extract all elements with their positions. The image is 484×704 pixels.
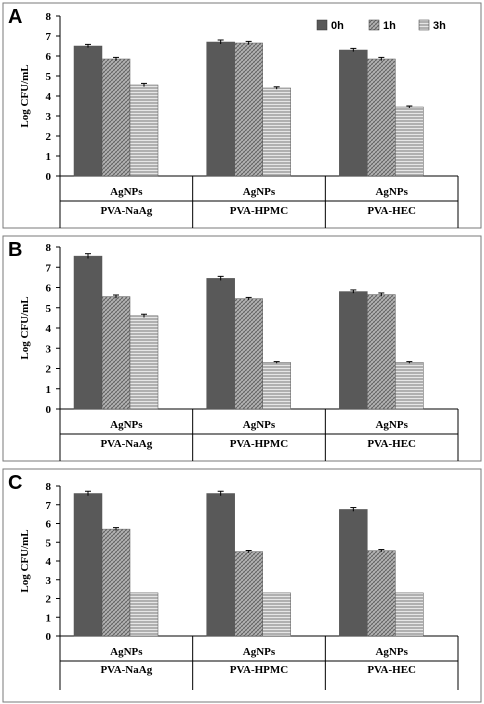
y-tick-label: 2 [46, 594, 52, 606]
bar-3h-2 [262, 592, 291, 637]
y-tick-label: 5 [46, 303, 52, 315]
bar-1h-1 [101, 296, 131, 410]
group-label: PVA-NaAg [100, 205, 152, 217]
legend-label-0h: 0h [331, 20, 344, 32]
bar-0h-2 [206, 493, 235, 637]
panel-label: A [8, 6, 22, 28]
bar-0h-2 [206, 278, 235, 410]
bar-0h-1 [73, 255, 103, 410]
bar-1h-1 [101, 528, 131, 637]
y-tick-label: 1 [46, 384, 52, 396]
group-label: PVA-HPMC [230, 438, 289, 450]
legend-label-1h: 1h [383, 20, 396, 32]
y-axis-label: Log CFU/mL [19, 296, 31, 359]
bar-1h-2 [234, 298, 263, 410]
y-tick-label: 0 [46, 404, 52, 416]
panel-label: C [8, 472, 22, 494]
bar-3h-3 [395, 106, 424, 177]
y-tick-label: 4 [46, 323, 52, 335]
category-label: AgNPs [110, 186, 143, 198]
legend-swatch-1h [368, 19, 380, 31]
legend-swatch-3h [418, 19, 430, 31]
y-tick-label: 7 [46, 500, 52, 512]
category-label: AgNPs [243, 419, 276, 431]
category-label: AgNPs [110, 646, 143, 658]
bar-3h-1 [129, 84, 159, 177]
category-label: AgNPs [110, 419, 143, 431]
group-label: PVA-HEC [367, 438, 416, 450]
y-tick-label: 0 [46, 631, 52, 643]
category-label: AgNPs [375, 186, 408, 198]
bar-1h-3 [367, 550, 396, 637]
bar-0h-1 [73, 493, 103, 637]
group-label: PVA-HPMC [230, 205, 289, 217]
bar-1h-2 [234, 551, 263, 637]
category-label: AgNPs [375, 419, 408, 431]
bar-1h-2 [234, 42, 263, 177]
bar-3h-1 [129, 315, 159, 410]
bar-3h-2 [262, 362, 291, 410]
y-tick-label: 3 [46, 575, 52, 587]
y-tick-label: 2 [46, 364, 52, 376]
bar-3h-1 [129, 592, 159, 637]
group-label: PVA-HPMC [230, 664, 289, 676]
bar-0h-3 [339, 49, 368, 177]
bar-0h-1 [73, 45, 103, 177]
group-label: PVA-HEC [367, 205, 416, 217]
group-label: PVA-NaAg [100, 664, 152, 676]
y-axis-label: Log CFU/mL [19, 529, 31, 592]
y-tick-label: 4 [46, 556, 52, 568]
y-tick-label: 7 [46, 262, 52, 274]
y-tick-label: 8 [46, 481, 52, 493]
y-tick-label: 7 [46, 31, 52, 43]
bar-3h-2 [262, 87, 291, 177]
bar-0h-2 [206, 41, 235, 177]
bar-1h-1 [101, 58, 131, 177]
legend-swatch-0h [316, 19, 328, 31]
legend-label-3h: 3h [433, 20, 446, 32]
legend: 0h 1h 3h [316, 19, 446, 32]
y-tick-label: 6 [46, 519, 52, 531]
bar-0h-3 [339, 291, 368, 410]
bar-3h-3 [395, 592, 424, 637]
panel-label: B [8, 239, 22, 261]
y-tick-label: 0 [46, 171, 52, 183]
bar-3h-3 [395, 362, 424, 410]
category-label: AgNPs [243, 646, 276, 658]
group-label: PVA-HEC [367, 664, 416, 676]
y-tick-label: 1 [46, 612, 52, 624]
bar-1h-3 [367, 58, 396, 177]
y-tick-label: 4 [46, 91, 52, 103]
y-tick-label: 1 [46, 151, 52, 163]
y-tick-label: 8 [46, 242, 52, 254]
y-tick-label: 5 [46, 71, 52, 83]
y-tick-label: 2 [46, 131, 52, 143]
bar-1h-3 [367, 294, 396, 410]
chart-panel-b: B 0 1 2 3 4 5 6 7 8 Log CFU/mL AgNPs PVA-NaAg AgNPs PV… [2, 235, 482, 462]
y-tick-label: 5 [46, 537, 52, 549]
chart-panel-a: A 0 1 2 3 4 5 6 7 8 Log CFU/mL AgNPs PVA-NaAg AgNPs PV… [2, 2, 482, 229]
y-tick-label: 6 [46, 51, 52, 63]
bar-0h-3 [339, 509, 368, 637]
y-axis-label: Log CFU/mL [19, 64, 31, 127]
group-label: PVA-NaAg [100, 438, 152, 450]
category-label: AgNPs [243, 186, 276, 198]
y-tick-label: 3 [46, 343, 52, 355]
chart-panel-c: C 0 1 2 3 4 5 6 7 8 Log CFU/mL AgNPs PVA-NaAg AgNPs PV… [2, 468, 482, 703]
y-tick-label: 8 [46, 11, 52, 23]
category-label: AgNPs [375, 646, 408, 658]
y-tick-label: 6 [46, 283, 52, 295]
y-tick-label: 3 [46, 111, 52, 123]
